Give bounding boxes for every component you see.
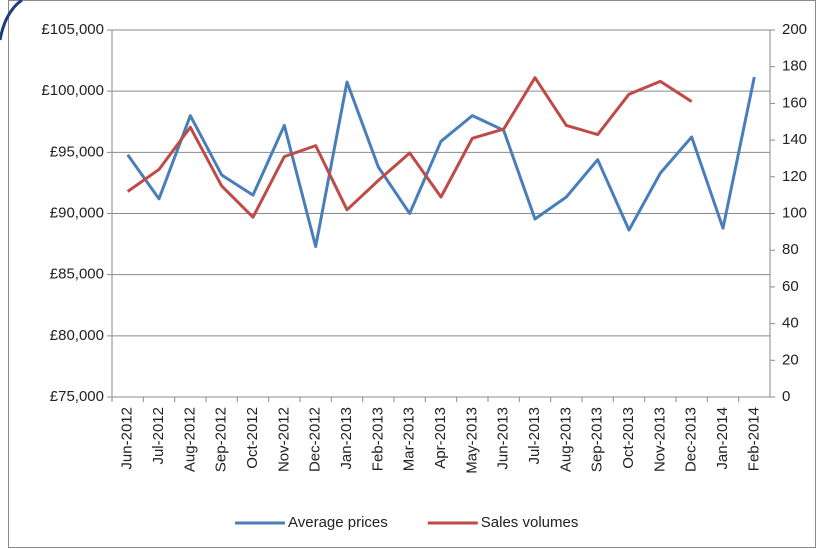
- y-tick-label: £95,000: [50, 143, 104, 160]
- corner-decoration: [0, 0, 23, 41]
- y-tick-label: £85,000: [50, 266, 104, 283]
- x-tick-label: Jun-2013: [495, 407, 512, 470]
- x-tick-label: Sep-2012: [213, 407, 230, 472]
- y2-tick-label: 80: [782, 241, 799, 258]
- x-tick-label: Nov-2012: [275, 407, 292, 472]
- x-tick-label: Oct-2012: [244, 407, 261, 469]
- y2-tick-label: 20: [782, 351, 799, 368]
- x-tick-label: May-2013: [463, 407, 480, 474]
- x-tick-label: Oct-2013: [620, 407, 637, 469]
- x-tick-label: Jan-2014: [714, 407, 731, 470]
- x-tick-label: Nov-2013: [651, 407, 668, 472]
- y-tick-label: £75,000: [50, 388, 104, 405]
- y-tick-label: £100,000: [41, 82, 104, 99]
- x-tick-label: Jul-2012: [150, 407, 167, 465]
- x-tick-label: Mar-2013: [401, 407, 418, 471]
- series-line: [126, 76, 693, 219]
- x-tick-label: Sep-2013: [589, 407, 606, 472]
- y2-tick-label: 140: [782, 131, 807, 148]
- legend-label: Average prices: [288, 514, 388, 531]
- x-tick-label: Aug-2012: [181, 407, 198, 472]
- y2-tick-label: 60: [782, 278, 799, 295]
- y-tick-label: £80,000: [50, 327, 104, 344]
- x-tick-label: Dec-2013: [683, 407, 700, 472]
- y-tick-label: £105,000: [41, 21, 104, 38]
- x-tick-label: Jan-2013: [338, 407, 355, 470]
- x-tick-label: Jun-2012: [119, 407, 136, 470]
- x-tick-label: Apr-2013: [432, 407, 449, 469]
- y2-tick-label: 100: [782, 204, 807, 221]
- legend-label: Sales volumes: [481, 514, 579, 531]
- series-line: [126, 76, 756, 249]
- x-tick-label: Aug-2013: [557, 407, 574, 472]
- x-tick-label: Dec-2012: [307, 407, 324, 472]
- y2-tick-label: 40: [782, 315, 799, 332]
- y2-tick-label: 120: [782, 168, 807, 185]
- y2-tick-label: 0: [782, 388, 790, 405]
- x-tick-label: Feb-2013: [369, 407, 386, 471]
- x-tick-label: Jul-2013: [526, 407, 543, 465]
- y2-tick-label: 180: [782, 58, 807, 75]
- x-tick-label: Feb-2014: [745, 407, 762, 471]
- y2-tick-label: 200: [782, 21, 807, 38]
- y-tick-label: £90,000: [50, 204, 104, 221]
- y2-tick-label: 160: [782, 94, 807, 111]
